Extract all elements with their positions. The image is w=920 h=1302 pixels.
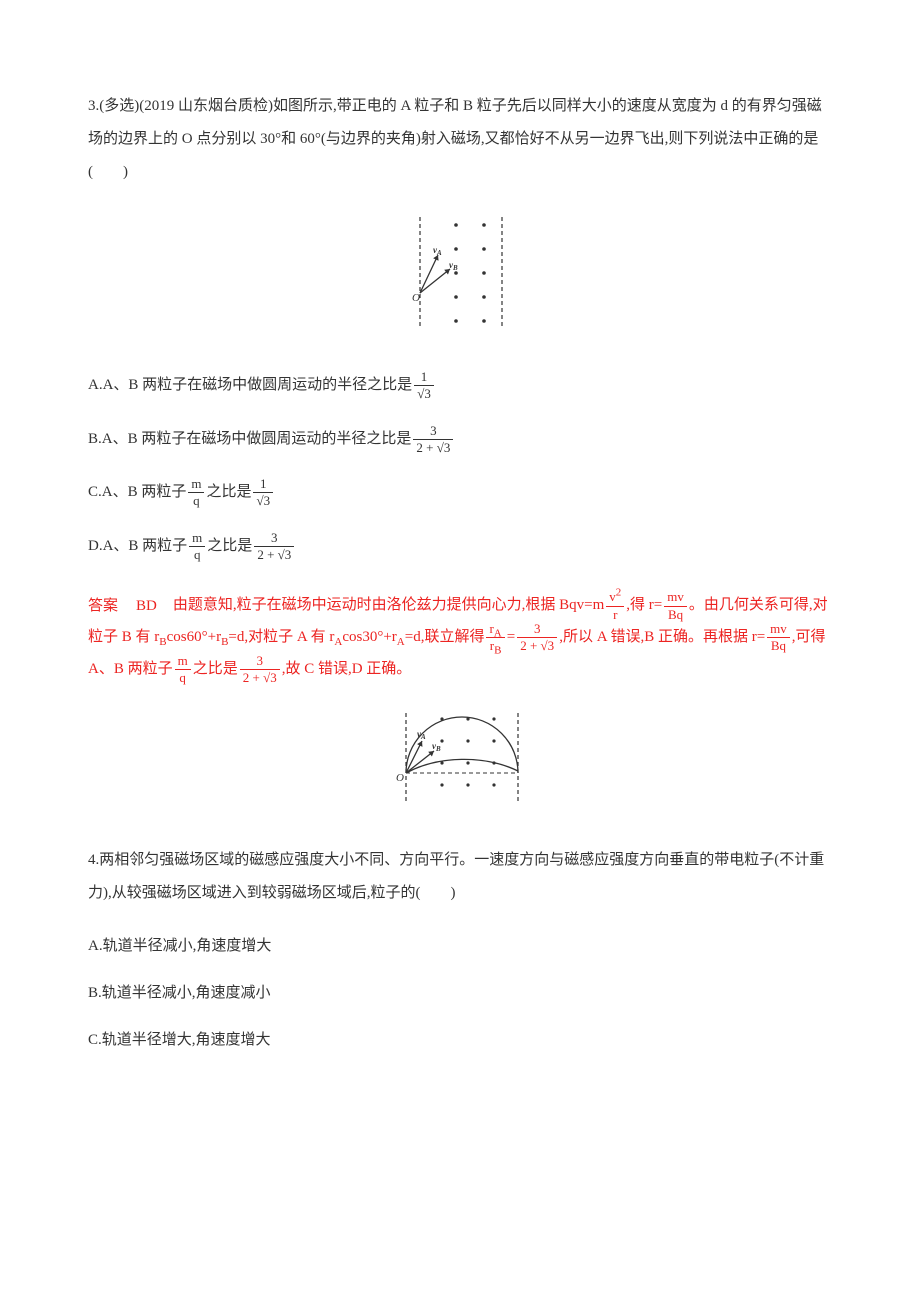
- q3-option-c: C.A、B 两粒子mq之比是1√3: [88, 477, 832, 509]
- q3-options: A.A、B 两粒子在磁场中做圆周运动的半径之比是1√3 B.A、B 两粒子在磁场…: [88, 370, 832, 562]
- frac-den: Bq: [664, 607, 687, 622]
- ans-t2: ,得 r=: [626, 598, 662, 614]
- ans-t8: ,故 C 错误,D 正确。: [282, 661, 412, 677]
- q3-option-a: A.A、B 两粒子在磁场中做圆周运动的半径之比是1√3: [88, 370, 832, 402]
- frac-num: m: [175, 654, 191, 670]
- frac-num: v2: [606, 590, 624, 606]
- ans-eq4b: 32 + √3: [240, 654, 280, 686]
- ans-eq1: v2r: [606, 590, 624, 622]
- ans-t5: ,所以 A 错误,B 正确。再根据 r=: [559, 629, 765, 645]
- answer-label: 答案: [88, 598, 118, 614]
- q3-diagram-2-svg: OvAvB: [386, 709, 534, 805]
- frac-num: 3: [517, 622, 557, 638]
- frac-den: 2 + √3: [254, 547, 294, 562]
- q3-answer: 答案BD由题意知,粒子在磁场中运动时由洛伦兹力提供向心力,根据 Bqv=mv2r…: [88, 590, 832, 685]
- frac-num: 3: [413, 424, 453, 440]
- q3-option-d-mid: mq: [189, 531, 205, 563]
- q4-option-c: C.轨道半径增大,角速度增大: [88, 1030, 832, 1051]
- frac-num: 1: [414, 370, 434, 386]
- q3-diagram-1-svg: OvA vB: [406, 213, 514, 333]
- ans-t1: 由题意知,粒子在磁场中运动时由洛伦兹力提供向心力,根据 Bqv=m: [173, 598, 604, 614]
- q4-header: 4.两相邻匀强磁场区域的磁感应强度大小不同、方向平行。一速度方向与磁感应强度方向…: [88, 844, 832, 910]
- frac-num: rA: [486, 622, 504, 638]
- ans-t3e: =d,联立解得: [405, 629, 485, 645]
- frac-den: √3: [414, 386, 434, 401]
- frac-den: 2 + √3: [240, 670, 280, 685]
- q3-option-b: B.A、B 两粒子在磁场中做圆周运动的半径之比是32 + √3: [88, 424, 832, 456]
- frac-num: m: [188, 477, 204, 493]
- ans-eq2b: mvBq: [767, 622, 790, 654]
- frac-num: mv: [664, 590, 687, 606]
- svg-text:O: O: [412, 292, 420, 304]
- q3-option-a-pre: A.A、B 两粒子在磁场中做圆周运动的半径之比是: [88, 377, 412, 393]
- q3-option-d-post: 之比是: [207, 538, 252, 554]
- q3-option-c-pre: C.A、B 两粒子: [88, 484, 186, 500]
- frac-den: √3: [253, 493, 273, 508]
- frac-num: 1: [253, 477, 273, 493]
- frac-num: 3: [254, 531, 294, 547]
- frac-den: q: [175, 670, 191, 685]
- q4-option-b: B.轨道半径减小,角速度减小: [88, 983, 832, 1004]
- ans-eq4: 32 + √3: [517, 622, 557, 654]
- q3-option-d: D.A、B 两粒子mq之比是32 + √3: [88, 531, 832, 563]
- svg-text:O: O: [396, 772, 404, 784]
- q3-option-c-post: 之比是: [206, 484, 251, 500]
- q3-header-text: 3.(多选)(2019 山东烟台质检)如图所示,带正电的 A 粒子和 B 粒子先…: [88, 98, 822, 180]
- q4: 4.两相邻匀强磁场区域的磁感应强度大小不同、方向平行。一速度方向与磁感应强度方向…: [88, 844, 832, 1051]
- frac-den: rB: [486, 638, 504, 653]
- q3-header: 3.(多选)(2019 山东烟台质检)如图所示,带正电的 A 粒子和 B 粒子先…: [88, 90, 832, 189]
- frac-den: q: [189, 547, 205, 562]
- q3-option-c-frac: 1√3: [253, 477, 273, 509]
- q3-option-c-mid: mq: [188, 477, 204, 509]
- ans-t7: 之比是: [193, 661, 238, 677]
- sub-b: B: [159, 636, 166, 648]
- q3-diagram-1: OvA vB: [88, 213, 832, 346]
- q4-option-a: A.轨道半径减小,角速度增大: [88, 936, 832, 957]
- ans-t3d: cos30°+r: [342, 629, 396, 645]
- q3-option-d-frac: 32 + √3: [254, 531, 294, 563]
- q3-option-a-frac: 1√3: [414, 370, 434, 402]
- svg-text:vB: vB: [449, 260, 458, 272]
- ans-t4: =: [507, 629, 515, 645]
- frac-den: Bq: [767, 638, 790, 653]
- ans-eq2: mvBq: [664, 590, 687, 622]
- frac-num: 3: [240, 654, 280, 670]
- q3-option-d-pre: D.A、B 两粒子: [88, 538, 187, 554]
- ans-eq3: rArB: [486, 622, 504, 654]
- frac-den: q: [188, 493, 204, 508]
- frac-den: r: [606, 607, 624, 622]
- q4-options: A.轨道半径减小,角速度增大 B.轨道半径减小,角速度减小 C.轨道半径增大,角…: [88, 936, 832, 1051]
- q3-option-b-pre: B.A、B 两粒子在磁场中做圆周运动的半径之比是: [88, 431, 411, 447]
- q4-header-text: 4.两相邻匀强磁场区域的磁感应强度大小不同、方向平行。一速度方向与磁感应强度方向…: [88, 852, 824, 901]
- ans-t3c: =d,对粒子 A 有 r: [228, 629, 334, 645]
- frac-num: m: [189, 531, 205, 547]
- answer-choices: BD: [136, 598, 157, 614]
- ans-mq: mq: [175, 654, 191, 686]
- frac-den: 2 + √3: [517, 638, 557, 653]
- sub-a2: A: [397, 636, 405, 648]
- ans-t3b: cos60°+r: [167, 629, 221, 645]
- frac-num: mv: [767, 622, 790, 638]
- svg-text:vA: vA: [433, 245, 442, 257]
- frac-den: 2 + √3: [413, 440, 453, 455]
- q3-diagram-2: OvAvB: [88, 709, 832, 818]
- q3-option-b-frac: 32 + √3: [413, 424, 453, 456]
